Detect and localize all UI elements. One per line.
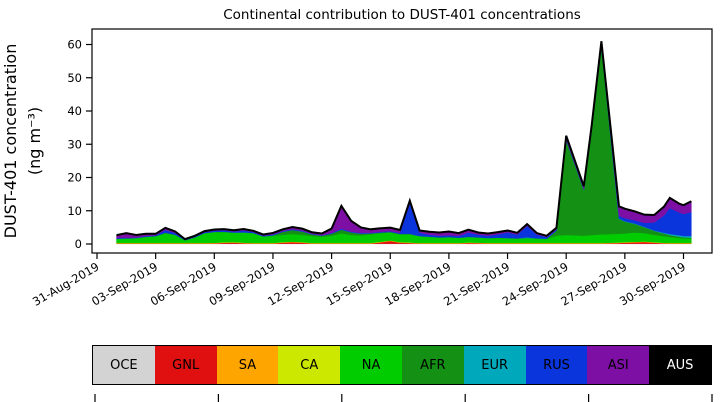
stack-outline [116,41,692,241]
legend-label: OCE [110,357,138,373]
legend: OCE GNL SA CA NA AFR EUR RUS ASI AUS [92,345,712,385]
legend-label: RUS [543,357,570,373]
legend-item-na: NA [340,346,402,384]
legend-label: GNL [172,357,200,373]
y-tick-label: 30 [67,137,82,151]
legend-item-eur: EUR [463,346,526,384]
legend-label: SA [238,357,257,373]
y-tick-label: 40 [67,104,82,118]
legend-label: CA [300,357,319,373]
legend-item-gnl: GNL [154,346,217,384]
legend-item-sa: SA [216,346,279,384]
legend-item-asi: ASI [587,346,650,384]
y-tick-label: 60 [67,38,82,52]
x-tick-label: 30-Sep-2019 [617,259,688,308]
legend-item-oce: OCE [93,346,155,384]
y-axis-label-line1: DUST-401 concentration [1,44,20,239]
legend-item-ca: CA [278,346,341,384]
legend-item-afr: AFR [401,346,464,384]
legend-item-aus: AUS [649,346,711,384]
chart-title: Continental contribution to DUST-401 con… [223,7,581,23]
y-tick-label: 10 [67,204,82,218]
legend-item-rus: RUS [525,346,588,384]
legend-label: ASI [607,357,629,373]
legend-label: AFR [420,357,446,373]
x-tick-label: 31-Aug-2019 [30,259,101,308]
y-tick-label: 20 [67,171,82,185]
y-tick-label: 0 [75,237,82,251]
legend-label: EUR [481,357,509,373]
y-axis-label-line2: (ng m⁻³) [25,107,44,175]
legend-label: AUS [666,357,694,373]
axes-frame [91,28,713,254]
y-tick-label: 50 [67,71,82,85]
legend-label: NA [361,357,381,373]
